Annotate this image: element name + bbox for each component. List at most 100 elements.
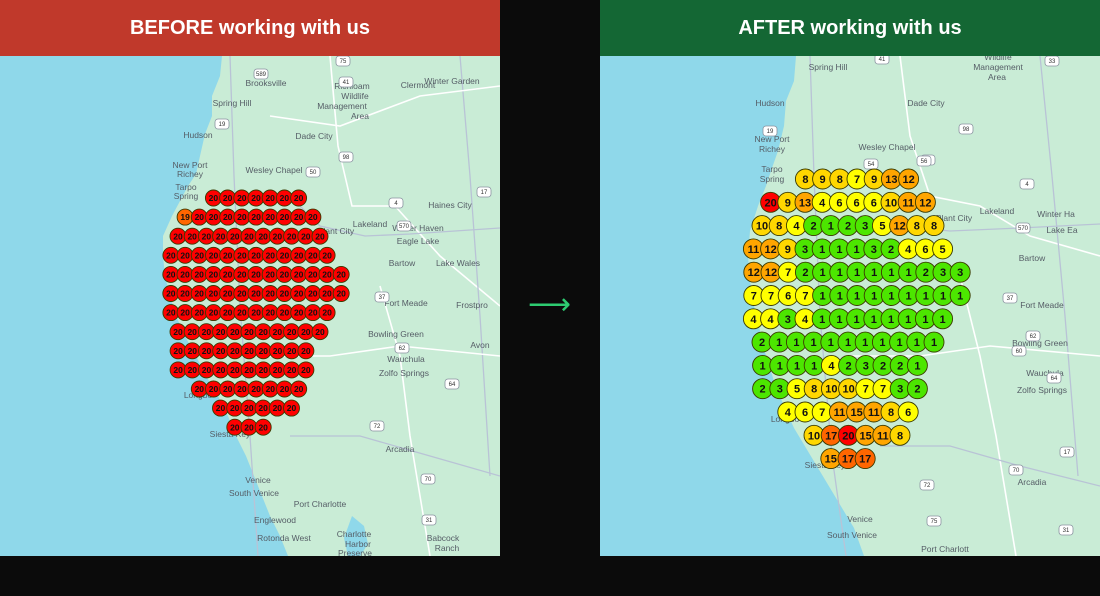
rank-value: 1 xyxy=(837,267,843,279)
rank-value: 4 xyxy=(905,244,912,256)
rank-marker[interactable] xyxy=(311,227,329,245)
rank-value: 1 xyxy=(940,314,946,326)
rank-value: 20 xyxy=(230,327,240,337)
place-label: Management xyxy=(973,62,1023,72)
svg-text:41: 41 xyxy=(343,80,350,86)
rank-value: 20 xyxy=(216,231,226,241)
rank-marker[interactable] xyxy=(949,285,971,306)
rank-marker[interactable] xyxy=(318,246,336,264)
rank-value: 5 xyxy=(940,244,946,256)
highway-shield: 75 xyxy=(926,515,942,527)
rank-value: 20 xyxy=(266,212,276,222)
rank-value: 20 xyxy=(280,269,290,279)
rank-value: 20 xyxy=(202,231,212,241)
svg-text:31: 31 xyxy=(426,518,433,524)
rank-marker[interactable] xyxy=(906,378,928,400)
rank-value: 2 xyxy=(923,267,929,279)
highway-shield: 62 xyxy=(1025,330,1041,342)
rank-value: 6 xyxy=(922,244,928,256)
highway-shield: 72 xyxy=(919,479,935,491)
rank-value: 20 xyxy=(259,365,269,375)
rank-value: 20 xyxy=(237,193,247,203)
rank-marker[interactable] xyxy=(254,418,272,436)
rank-marker[interactable] xyxy=(318,304,336,322)
rank-marker[interactable] xyxy=(332,285,350,302)
rank-value: 20 xyxy=(188,365,198,375)
rank-value: 20 xyxy=(294,193,304,203)
rank-value: 20 xyxy=(265,193,275,203)
before-header: BEFORE working with us xyxy=(0,0,500,56)
rank-value: 20 xyxy=(230,403,240,413)
rank-value: 1 xyxy=(906,267,912,279)
rank-value: 8 xyxy=(837,174,843,186)
rank-value: 20 xyxy=(216,327,226,337)
place-label: Lake Ea xyxy=(1046,225,1077,235)
svg-text:62: 62 xyxy=(1030,334,1037,340)
rank-value: 7 xyxy=(785,267,791,279)
rank-value: 9 xyxy=(820,174,826,186)
rank-value: 9 xyxy=(871,174,877,186)
rank-value: 11 xyxy=(748,244,760,256)
rank-marker[interactable] xyxy=(290,380,308,398)
rank-marker[interactable] xyxy=(923,331,945,353)
road-line xyxy=(269,85,500,127)
rank-marker[interactable] xyxy=(906,354,928,376)
rank-value: 7 xyxy=(802,290,808,302)
rank-value: 1 xyxy=(897,337,903,349)
rank-marker[interactable] xyxy=(914,191,936,213)
ranking-grid: 20 20 20 20 20 20 20 19 20 20 20 20 20 20 20 20 20 20 20 20… xyxy=(162,189,350,436)
road-line xyxy=(459,56,491,477)
rank-value: 1 xyxy=(828,221,834,233)
rank-marker[interactable] xyxy=(854,448,876,470)
rank-marker[interactable] xyxy=(290,189,308,207)
rank-marker[interactable] xyxy=(889,424,911,446)
place-label: Ranch xyxy=(435,543,460,553)
rank-value: 20 xyxy=(764,197,776,209)
highway-shield: 64 xyxy=(1046,372,1062,384)
highway-shield: 19 xyxy=(214,118,230,130)
rank-marker[interactable] xyxy=(332,265,350,283)
rank-value: 1 xyxy=(888,267,894,279)
rank-value: 20 xyxy=(280,193,290,203)
place-label: Zolfo Springs xyxy=(1017,385,1067,395)
place-label: Bartow xyxy=(389,258,416,268)
rank-marker[interactable] xyxy=(297,361,315,379)
rank-value: 4 xyxy=(828,360,835,372)
rank-marker[interactable] xyxy=(297,342,315,360)
rank-marker[interactable] xyxy=(923,215,945,237)
before-panel: BEFORE working with us Brooksville Spring… xyxy=(0,0,500,556)
rank-value: 20 xyxy=(315,327,325,337)
rank-marker[interactable] xyxy=(311,323,329,341)
rank-value: 2 xyxy=(888,244,894,256)
svg-text:33: 33 xyxy=(1049,59,1056,65)
rank-value: 20 xyxy=(308,250,318,260)
rank-value: 17 xyxy=(842,454,854,466)
svg-text:98: 98 xyxy=(963,127,970,133)
highway-shield: 56 xyxy=(916,155,932,167)
svg-text:72: 72 xyxy=(924,483,931,489)
svg-text:17: 17 xyxy=(481,190,488,196)
rank-marker[interactable] xyxy=(304,208,322,226)
rank-marker[interactable] xyxy=(932,238,954,260)
rank-value: 20 xyxy=(273,403,283,413)
rank-value: 1 xyxy=(820,290,826,302)
rank-marker[interactable] xyxy=(932,308,954,330)
rank-value: 1 xyxy=(905,314,911,326)
rank-value: 20 xyxy=(173,346,183,356)
rank-value: 20 xyxy=(209,289,219,299)
rank-marker[interactable] xyxy=(949,261,971,283)
rank-marker[interactable] xyxy=(897,401,919,423)
place-label: Plant City xyxy=(318,226,355,236)
rank-value: 11 xyxy=(868,407,880,419)
rank-marker[interactable] xyxy=(898,168,920,190)
place-label: Englewood xyxy=(254,515,296,525)
rank-value: 20 xyxy=(223,250,233,260)
svg-text:37: 37 xyxy=(379,295,386,301)
rank-value: 11 xyxy=(902,197,914,209)
rank-value: 20 xyxy=(244,403,254,413)
rank-marker[interactable] xyxy=(283,399,300,417)
highway-shield: 50 xyxy=(305,166,321,178)
highway-shield: 60 xyxy=(1011,345,1027,357)
